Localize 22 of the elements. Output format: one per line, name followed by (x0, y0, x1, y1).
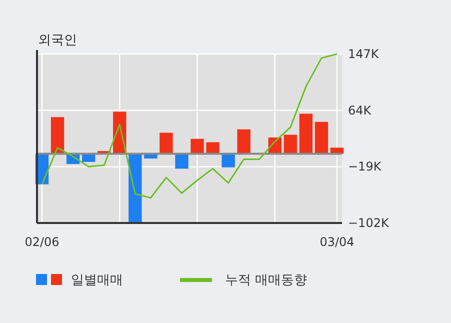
bar (206, 142, 220, 154)
x-tick-label: 03/04 (320, 235, 354, 249)
legend-label: 일별매매 (71, 273, 123, 288)
bar (330, 148, 344, 154)
bar (222, 154, 235, 168)
y-tick-label: 64K (348, 103, 372, 118)
bar (237, 129, 250, 154)
bar (50, 117, 64, 154)
legend-label: 누적 매매동향 (225, 273, 308, 288)
bar (190, 138, 204, 154)
y-tick-label: 147K (348, 47, 380, 61)
bar (160, 132, 173, 154)
bar (284, 134, 298, 154)
bar (128, 154, 142, 222)
bar (299, 114, 313, 154)
bar (314, 122, 328, 154)
chart-title: 외국인 (38, 33, 77, 48)
line-series (41, 53, 338, 199)
y-tick-label: −102K (348, 216, 390, 230)
bar (175, 154, 188, 169)
x-tick-label: 02/06 (24, 235, 60, 249)
y-tick-label: −19K (348, 160, 382, 174)
